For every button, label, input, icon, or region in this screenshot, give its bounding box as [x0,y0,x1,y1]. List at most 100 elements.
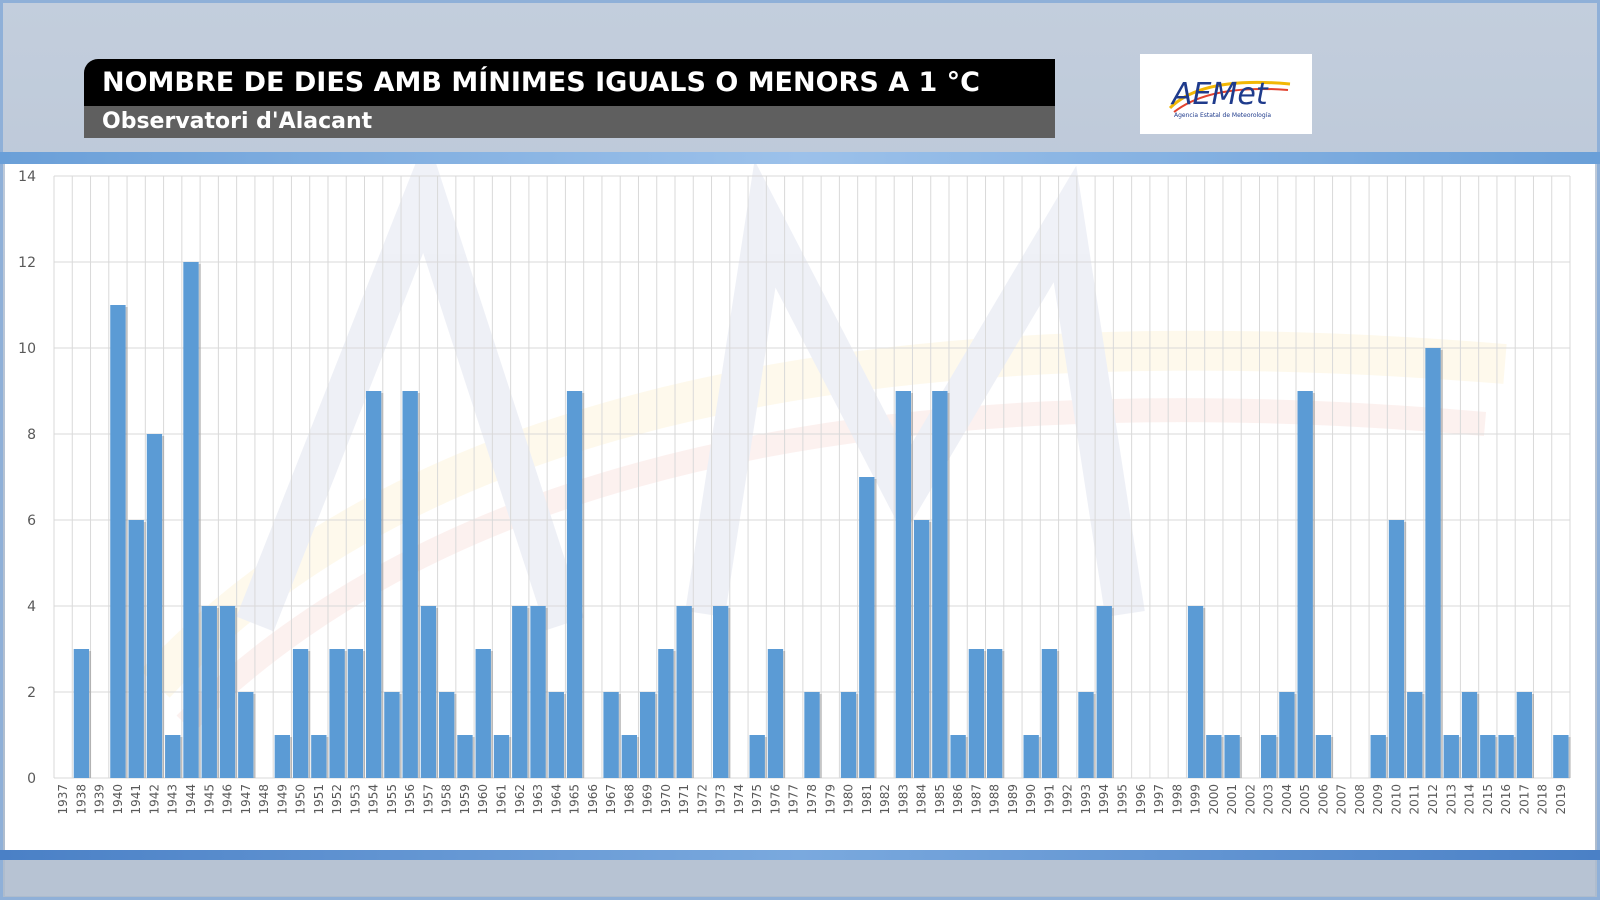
y-tick-label: 12 [18,255,36,271]
x-tick-label: 2008 [1353,784,1367,815]
bar [1187,606,1204,778]
x-tick-label: 2001 [1225,784,1239,815]
x-tick-label: 2019 [1554,784,1568,815]
x-tick-label: 1997 [1152,784,1166,815]
bar [274,735,290,778]
bar [1041,649,1058,778]
bar [1443,735,1459,778]
x-tick-label: 2015 [1481,784,1495,815]
bar [73,649,90,778]
x-tick-label: 1943 [166,784,180,815]
x-tick-label: 1946 [221,784,235,815]
x-tick-label: 2011 [1408,784,1422,815]
x-tick-label: 1983 [896,784,910,815]
bar [566,391,583,778]
x-tick-label: 2003 [1262,784,1276,815]
x-tick-label: 1960 [476,784,490,815]
y-tick-label: 14 [18,169,36,185]
x-tick-label: 1967 [604,784,618,815]
x-tick-label: 1974 [732,784,746,815]
bar [219,606,236,778]
x-tick-label: 2000 [1207,784,1221,815]
bar [767,649,784,778]
x-tick-label: 1978 [805,784,819,815]
x-tick-label: 2010 [1389,784,1403,815]
x-tick-label: 1956 [403,784,417,815]
x-tick-label: 2016 [1499,784,1513,815]
x-tick-label: 2006 [1316,784,1330,815]
x-tick-label: 1945 [202,784,216,815]
x-tick-label: 1989 [1006,784,1020,815]
x-tick-label: 1988 [988,784,1002,815]
y-axis-ticks: 0 2 4 6 8 10 12 14 [18,169,36,787]
bar [1388,520,1405,778]
bar-chart: 0 2 4 6 8 10 12 14 1937 1938 1939 1940 1941 1942 1943… [18,134,1571,815]
x-tick-label: 1938 [74,784,88,815]
x-tick-label: 1937 [56,784,70,815]
bar [932,391,948,778]
bar [1078,692,1094,778]
x-tick-label: 1995 [1116,784,1130,815]
x-tick-label: 1996 [1134,784,1148,815]
x-tick-label: 1963 [531,784,545,815]
bar [895,391,911,778]
x-tick-label: 1941 [129,784,143,815]
x-tick-label: 1965 [568,784,582,815]
y-tick-label: 10 [18,341,36,357]
x-tick-label: 1966 [586,784,600,815]
bar [384,692,400,778]
x-tick-label: 1971 [677,784,691,815]
bar [1461,692,1478,778]
bar [1096,606,1112,778]
footer-divider-band [0,850,1600,860]
chart-title: NOMBRE DE DIES AMB MÍNIMES IGUALS O MENO… [84,59,1055,106]
x-tick-label: 1982 [878,784,892,815]
logo-caption: Agencia Estatal de Meteorología [1174,112,1271,119]
bar [713,606,729,778]
bar [457,735,473,778]
y-tick-label: 8 [27,427,36,443]
x-tick-label: 1959 [458,784,472,815]
x-tick-label: 1981 [860,784,874,815]
bar [1425,348,1441,778]
y-tick-label: 0 [27,771,36,787]
x-tick-label: 2005 [1298,784,1312,815]
x-tick-label: 1969 [641,784,655,815]
bar [146,434,163,778]
x-tick-label: 1970 [659,784,673,815]
x-tick-label: 1980 [842,784,856,815]
bar [1315,735,1332,778]
x-tick-label: 1947 [239,784,253,815]
x-tick-label: 1962 [513,784,527,815]
x-tick-label: 1990 [1024,784,1038,815]
bar [420,606,437,778]
x-tick-label: 1987 [969,784,983,815]
bar [1553,735,1569,778]
x-tick-label: 1968 [622,784,636,815]
bar [530,606,546,778]
y-tick-label: 4 [27,599,36,615]
x-tick-label: 1948 [257,784,271,815]
bar [548,692,564,778]
x-tick-label: 2002 [1243,784,1257,815]
x-tick-label: 2009 [1371,784,1385,815]
bar [329,649,345,778]
bar [749,735,765,778]
bar [986,649,1003,778]
x-tick-label: 1999 [1189,784,1203,815]
x-tick-label: 1985 [933,784,947,815]
bar [365,391,382,778]
x-tick-label: 2014 [1463,784,1477,815]
x-tick-label: 2013 [1444,784,1458,815]
bar [1224,735,1240,778]
x-tick-label: 2012 [1426,784,1440,815]
logo-text: AEMet [1170,77,1269,112]
x-tick-label: 2007 [1335,784,1349,815]
x-tick-label: 1993 [1079,784,1093,815]
x-tick-label: 1991 [1042,784,1056,815]
bar [512,606,528,778]
x-tick-label: 1992 [1061,784,1075,815]
x-tick-label: 1977 [787,784,801,815]
x-tick-label: 2018 [1536,784,1550,815]
